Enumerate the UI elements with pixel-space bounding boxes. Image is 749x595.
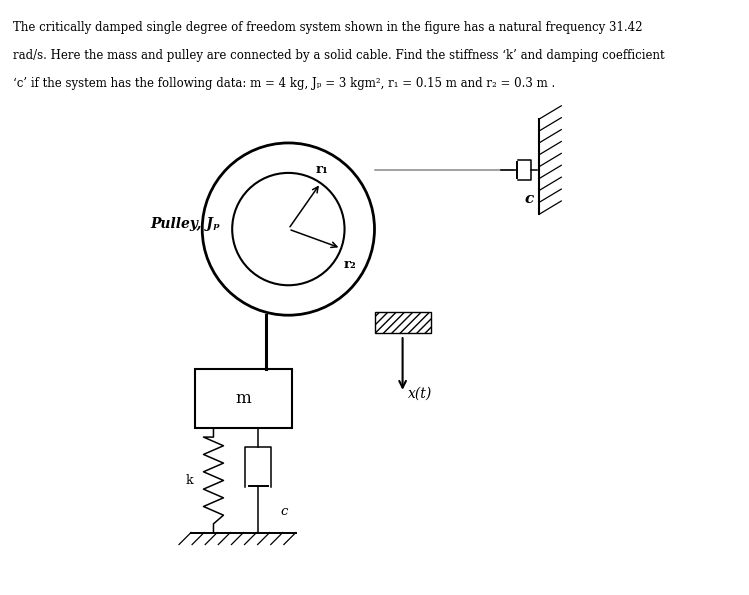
Text: k: k bbox=[186, 474, 193, 487]
Text: c: c bbox=[280, 505, 288, 518]
Text: x(t): x(t) bbox=[407, 387, 432, 400]
Text: rad/s. Here the mass and pulley are connected by a solid cable. Find the stiffne: rad/s. Here the mass and pulley are conn… bbox=[13, 49, 665, 62]
Text: r₂: r₂ bbox=[344, 258, 357, 271]
Bar bbox=[195, 369, 292, 428]
Bar bbox=[374, 312, 431, 333]
Circle shape bbox=[202, 143, 374, 315]
Text: ‘c’ if the system has the following data: m = 4 kg, Jₚ = 3 kgm², r₁ = 0.15 m and: ‘c’ if the system has the following data… bbox=[13, 77, 556, 90]
Circle shape bbox=[232, 173, 345, 285]
Text: r₁: r₁ bbox=[315, 163, 329, 176]
Text: Pulley, Jₚ: Pulley, Jₚ bbox=[151, 217, 220, 231]
Text: c: c bbox=[524, 192, 534, 206]
Text: The critically damped single degree of freedom system shown in the figure has a : The critically damped single degree of f… bbox=[13, 21, 643, 34]
Text: m: m bbox=[235, 390, 252, 407]
